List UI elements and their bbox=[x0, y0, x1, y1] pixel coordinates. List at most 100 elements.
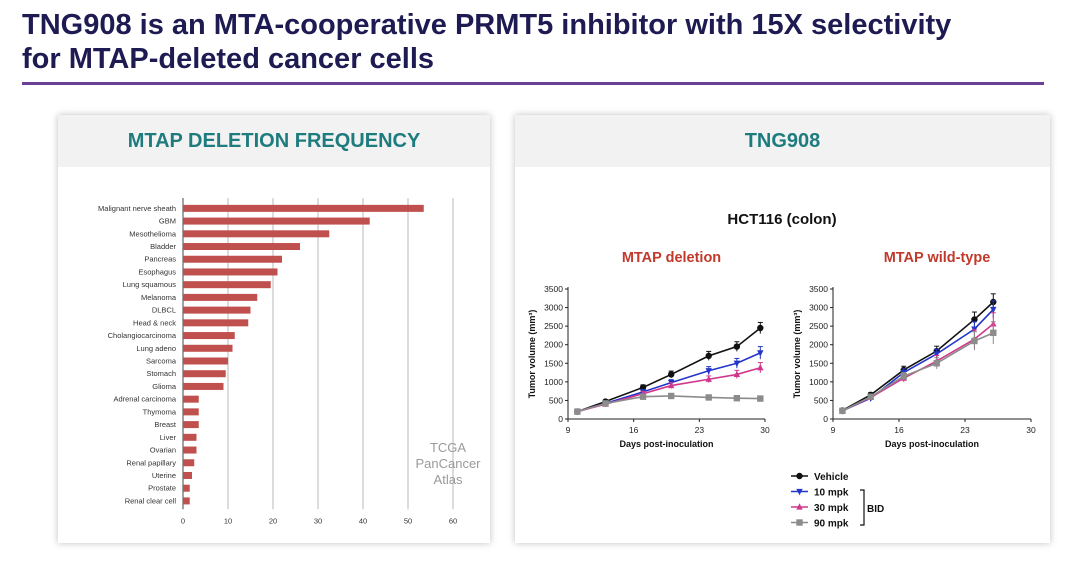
bar bbox=[183, 243, 300, 251]
slide-title-line-1: TNG908 is an MTA-cooperative PRMT5 inhib… bbox=[22, 9, 952, 41]
data-point bbox=[733, 343, 741, 350]
bar bbox=[183, 230, 330, 238]
data-point bbox=[733, 370, 741, 378]
data-point bbox=[705, 375, 712, 382]
tng908-panel: TNG908 HCT116 (colon) MTAP deletion 0 500 10… bbox=[515, 115, 1050, 543]
category-label: Renal papillary bbox=[126, 458, 176, 467]
bar bbox=[183, 421, 199, 429]
x-tick-label: 30 bbox=[760, 425, 770, 435]
category-label: Prostate bbox=[148, 484, 176, 493]
y-tick-label: 500 bbox=[549, 395, 563, 405]
category-label: Stomach bbox=[146, 369, 176, 378]
bar bbox=[183, 268, 278, 276]
y-tick-label: 500 bbox=[814, 395, 828, 405]
tcga-annotation-line: TCGA bbox=[430, 440, 466, 455]
mtap-frequency-chart: 0 10 20 30 40 50 60 Malignant nerve sheath GBM Me… bbox=[98, 198, 481, 525]
data-point bbox=[839, 407, 846, 415]
category-label: Thymoma bbox=[143, 407, 177, 416]
data-point bbox=[705, 394, 712, 401]
bar bbox=[183, 497, 190, 505]
legend-label: 30 mpk bbox=[814, 503, 849, 514]
y-tick-label: 0 bbox=[823, 414, 828, 424]
category-label: Cholangiocarcinoma bbox=[108, 331, 177, 340]
bar bbox=[183, 395, 199, 403]
data-point bbox=[639, 393, 647, 400]
category-label: Adrenal carcinoma bbox=[113, 395, 176, 404]
bar bbox=[183, 357, 228, 365]
mtap-frequency-header: MTAP DELETION FREQUENCY bbox=[58, 115, 490, 167]
legend-label: 90 mpk bbox=[814, 519, 849, 530]
category-label: Esophagus bbox=[138, 267, 176, 276]
slide-title: TNG908 is an MTA-cooperative PRMT5 inhib… bbox=[22, 8, 1062, 76]
bar bbox=[183, 459, 195, 467]
bar bbox=[183, 281, 271, 289]
x-tick-label: 30 bbox=[1026, 425, 1036, 435]
category-label: Renal clear cell bbox=[125, 496, 177, 505]
bar bbox=[183, 370, 226, 378]
bar bbox=[183, 332, 235, 340]
bar bbox=[183, 255, 282, 263]
data-point bbox=[933, 360, 940, 367]
x-tick-label: 50 bbox=[404, 516, 412, 525]
mtap-wild-type-title: MTAP wild-type bbox=[884, 250, 991, 266]
x-axis-label: Days post-inoculation bbox=[885, 439, 979, 449]
category-label: Lung squamous bbox=[123, 280, 177, 289]
bar bbox=[183, 344, 233, 352]
data-point bbox=[757, 363, 764, 371]
y-tick-label: 2000 bbox=[809, 340, 828, 350]
y-tick-label: 2500 bbox=[544, 321, 563, 331]
y-tick-label: 3500 bbox=[544, 284, 563, 294]
bar bbox=[183, 408, 199, 416]
category-label: Pancreas bbox=[144, 255, 176, 264]
bar bbox=[183, 446, 197, 454]
bar bbox=[183, 217, 370, 225]
legend-label: 10 mpk bbox=[814, 488, 849, 499]
category-label: Glioma bbox=[152, 382, 177, 391]
category-label: Breast bbox=[154, 420, 177, 429]
category-label: Sarcoma bbox=[146, 357, 177, 366]
category-label: Bladder bbox=[150, 242, 176, 251]
bar bbox=[183, 433, 197, 441]
x-tick-label: 60 bbox=[449, 516, 457, 525]
category-label: Ovarian bbox=[150, 446, 176, 455]
data-point bbox=[639, 384, 647, 391]
category-label: Melanoma bbox=[141, 293, 177, 302]
y-axis-label: Tumor volume (mm³) bbox=[792, 310, 802, 399]
bar bbox=[183, 293, 258, 301]
data-point bbox=[705, 352, 712, 360]
y-tick-label: 1000 bbox=[544, 377, 563, 387]
bar bbox=[183, 484, 190, 492]
x-axis-label: Days post-inoculation bbox=[619, 439, 713, 449]
x-tick-label: 9 bbox=[831, 425, 836, 435]
data-point bbox=[796, 519, 803, 526]
legend-group-label: BID bbox=[867, 504, 884, 515]
data-point bbox=[733, 395, 741, 402]
data-point bbox=[733, 360, 741, 368]
category-label: Malignant nerve sheath bbox=[98, 204, 176, 213]
data-point bbox=[990, 306, 997, 314]
y-tick-label: 1000 bbox=[809, 377, 828, 387]
category-label: Liver bbox=[160, 433, 177, 442]
legend-bracket bbox=[860, 489, 865, 526]
mtap-deletion-title: MTAP deletion bbox=[622, 250, 721, 266]
slide-title-line-2: for MTAP-deleted cancer cells bbox=[22, 43, 435, 75]
data-point bbox=[757, 395, 764, 402]
category-label: Lung adeno bbox=[136, 344, 176, 353]
data-point bbox=[900, 373, 907, 380]
data-point bbox=[933, 351, 940, 358]
chart-subtitle: HCT116 (colon) bbox=[727, 211, 836, 228]
x-tick-label: 16 bbox=[894, 425, 904, 435]
data-point bbox=[796, 472, 803, 480]
series-line bbox=[842, 301, 994, 412]
y-tick-label: 3000 bbox=[809, 303, 828, 313]
mtap-deletion-chart: MTAP deletion 0 500 1000 1500 2000 2500 3000 350… bbox=[527, 250, 770, 449]
tng908-header: TNG908 bbox=[515, 115, 1050, 167]
data-point bbox=[667, 392, 675, 400]
data-point bbox=[667, 381, 675, 389]
x-tick-label: 30 bbox=[314, 516, 322, 525]
y-tick-label: 3000 bbox=[544, 303, 563, 313]
data-point bbox=[971, 337, 978, 345]
data-point bbox=[602, 400, 609, 407]
legend: Vehicle 10 mpk 30 mpk 90 mpk BID bbox=[791, 472, 884, 530]
x-tick-label: 23 bbox=[695, 425, 705, 435]
